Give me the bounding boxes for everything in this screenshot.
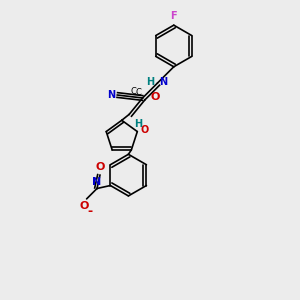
Text: H: H — [146, 76, 154, 87]
Text: O: O — [95, 162, 105, 172]
Text: -: - — [87, 205, 92, 218]
Text: F: F — [170, 11, 177, 21]
Text: O: O — [80, 201, 89, 211]
Text: H: H — [134, 119, 142, 129]
Text: O: O — [151, 92, 160, 101]
Text: C: C — [135, 88, 141, 97]
Text: N: N — [92, 177, 102, 187]
Text: O: O — [141, 125, 149, 135]
Text: C: C — [131, 87, 137, 96]
Text: N: N — [107, 90, 115, 100]
Text: N: N — [159, 76, 167, 87]
